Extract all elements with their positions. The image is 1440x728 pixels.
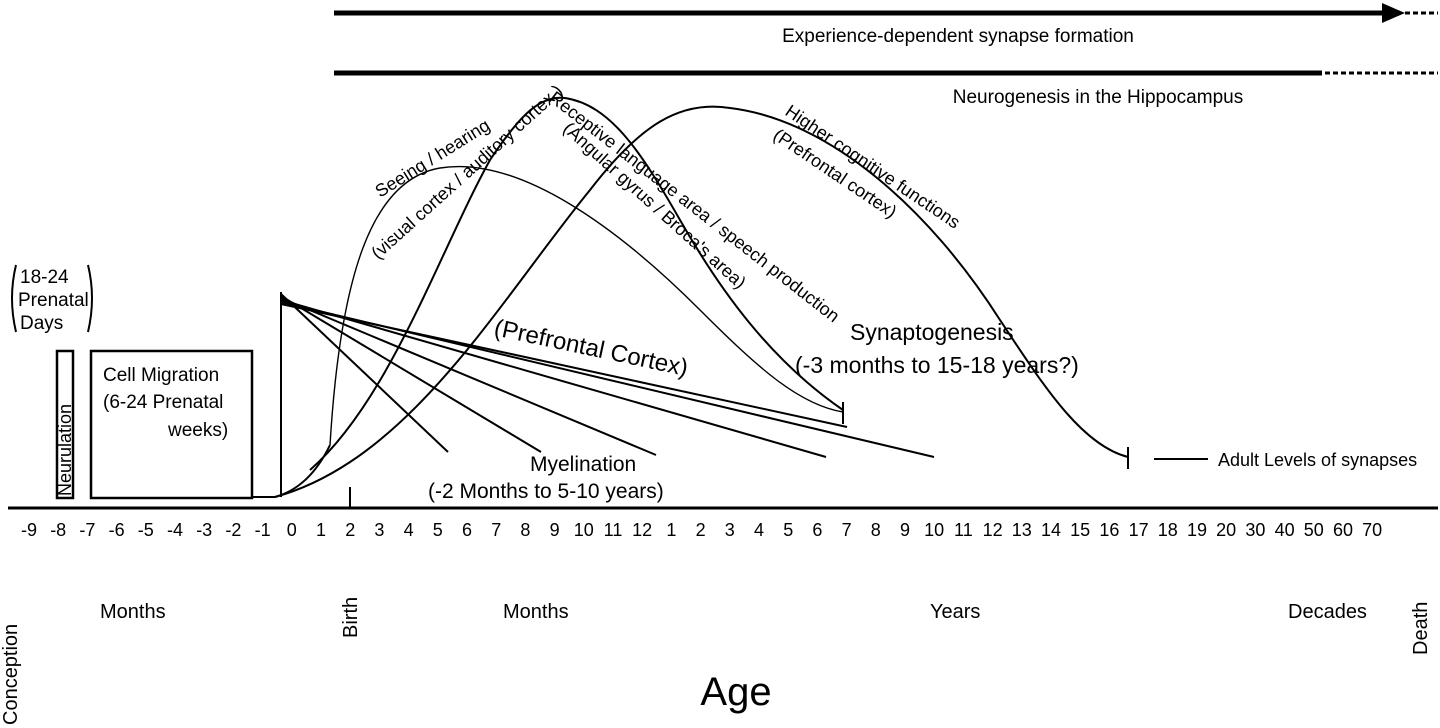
axis-tick-label: 50 (1304, 520, 1324, 540)
axis-tick-label: 15 (1070, 520, 1090, 540)
axis-tick-label: 10 (574, 520, 594, 540)
axis-tick-label: 17 (1129, 520, 1149, 540)
myelination-lines (280, 292, 935, 497)
neurogenesis-bar: Neurogenesis in the Hippocampus (334, 70, 1438, 108)
period-months-prenatal: Months (100, 601, 166, 623)
adult-levels-label: Adult Levels of synapses (1218, 450, 1417, 470)
higher-cognitive-curve (274, 105, 1129, 498)
period-death: Death (1410, 602, 1432, 655)
neurulation-days-line-1: 18-24 (20, 267, 69, 288)
axis-tick-label: 18 (1158, 520, 1178, 540)
axis-tick-label: 2 (696, 520, 706, 540)
axis-tick-label: 2 (345, 520, 355, 540)
cell-migration-line-2: (6-24 Prenatal (103, 392, 223, 413)
axis-tick-label: -3 (196, 520, 212, 540)
cell-migration-line-1: Cell Migration (103, 365, 219, 386)
axis-tick-label: 19 (1187, 520, 1207, 540)
axis-tick-label: 13 (1012, 520, 1032, 540)
axis-tick-label: -9 (21, 520, 37, 540)
synaptogenesis-curves (252, 96, 1208, 498)
period-months-postnatal: Months (503, 601, 569, 623)
axis-tick-label: 6 (812, 520, 822, 540)
axis-tick-label: 12 (632, 520, 652, 540)
cell-migration-box (89, 349, 254, 500)
axis-tick-label: 1 (316, 520, 326, 540)
axis-tick-label: 3 (374, 520, 384, 540)
axis-tick-label: 70 (1362, 520, 1382, 540)
axis-tick-label: 14 (1041, 520, 1061, 540)
axis-tick-label: 0 (287, 520, 297, 540)
axis-tick-label: 3 (725, 520, 735, 540)
synapse-formation-label: Experience-dependent synapse formation (782, 26, 1134, 47)
axis-tick-label: 6 (462, 520, 472, 540)
neurulation-box (55, 349, 75, 500)
axis-tick-label: -8 (50, 520, 66, 540)
axis-tick-label: 20 (1216, 520, 1236, 540)
axis-ticks: -9 -8 -7 -6 -5 -4 -3 -2 -1 0 1 2 3 4 5 6 7 8 9 10 11 12 1 2 3 4 5 6… (21, 520, 1382, 540)
axis-tick-label: 30 (1245, 520, 1265, 540)
axis-tick-label: -6 (109, 520, 125, 540)
period-birth: Birth (340, 597, 362, 638)
axis-tick-label: 1 (666, 520, 676, 540)
axis-tick-label: 4 (404, 520, 414, 540)
axis-tick-label: 16 (1099, 520, 1119, 540)
axis-tick-label: -5 (138, 520, 154, 540)
receptive-language-curve (309, 96, 844, 471)
axis-tick-label: 7 (491, 520, 501, 540)
neurulation-days-line-2: Prenatal (18, 290, 89, 311)
axis-title: Age (700, 670, 771, 714)
period-years: Years (930, 601, 980, 623)
neurulation-days-line-3: Days (20, 313, 63, 334)
axis-tick-label: 60 (1333, 520, 1353, 540)
myelination-label: Myelination (530, 453, 636, 476)
axis-tick-label: 8 (520, 520, 530, 540)
axis-tick-label: 8 (871, 520, 881, 540)
axis-tick-label: 5 (783, 520, 793, 540)
axis-tick-label: -4 (167, 520, 183, 540)
synaptogenesis-range: (-3 months to 15-18 years?) (795, 352, 1079, 378)
period-conception: Conception (0, 624, 22, 725)
period-decades: Decades (1288, 601, 1367, 623)
axis-tick-label: 9 (550, 520, 560, 540)
synapse-formation-bar: Experience-dependent synapse formation (334, 3, 1438, 47)
cell-migration-line-3: weeks) (167, 420, 228, 441)
axis-tick-label: 10 (924, 520, 944, 540)
myelination-range: (-2 Months to 5-10 years) (428, 480, 664, 503)
age-axis: -9 -8 -7 -6 -5 -4 -3 -2 -1 0 1 2 3 4 5 6 7 8 9 10 11 12 1 2 3 4 5 6… (8, 487, 1438, 540)
synaptogenesis-label: Synaptogenesis (850, 319, 1014, 345)
neurulation-label: Neurulation (55, 404, 75, 496)
axis-tick-label: 40 (1275, 520, 1295, 540)
axis-tick-label: 11 (604, 520, 623, 540)
axis-tick-label: 9 (900, 520, 910, 540)
axis-tick-label: 7 (842, 520, 852, 540)
neurogenesis-label: Neurogenesis in the Hippocampus (953, 87, 1243, 108)
axis-tick-label: 5 (433, 520, 443, 540)
axis-tick-label: 4 (754, 520, 764, 540)
axis-tick-label: -7 (79, 520, 95, 540)
cell-migration-group: Cell Migration (6-24 Prenatal weeks) (89, 349, 254, 500)
axis-tick-label: 11 (954, 520, 973, 540)
seeing-hearing-curve (329, 165, 844, 446)
axis-tick-label: 12 (983, 520, 1003, 540)
axis-tick-label: -1 (255, 520, 271, 540)
axis-tick-label: -2 (225, 520, 241, 540)
neurulation-group: 18-24 Prenatal Days Neurulation (11, 264, 93, 500)
